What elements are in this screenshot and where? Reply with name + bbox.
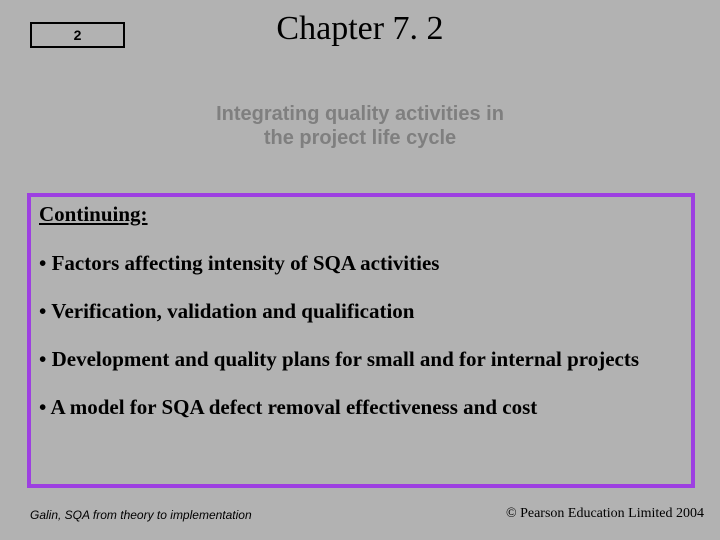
bullet-item-2: • Verification, validation and qualifica… [39, 299, 683, 323]
footer-right: © Pearson Education Limited 2004 [506, 506, 704, 522]
subtitle-line-2: the project life cycle [264, 127, 456, 149]
subtitle: Integrating quality activities in the pr… [0, 102, 720, 150]
bullet-item-1: • Factors affecting intensity of SQA act… [39, 251, 683, 275]
footer-left: Galin, SQA from theory to implementation [30, 508, 252, 522]
bullet-item-3: • Development and quality plans for smal… [39, 347, 683, 371]
section-label: Continuing: [39, 202, 683, 227]
bullet-item-4: • A model for SQA defect removal effecti… [39, 395, 683, 419]
chapter-title: Chapter 7. 2 [0, 10, 720, 48]
content-box: Continuing: • Factors affecting intensit… [27, 193, 695, 488]
subtitle-line-1: Integrating quality activities in [216, 103, 504, 125]
